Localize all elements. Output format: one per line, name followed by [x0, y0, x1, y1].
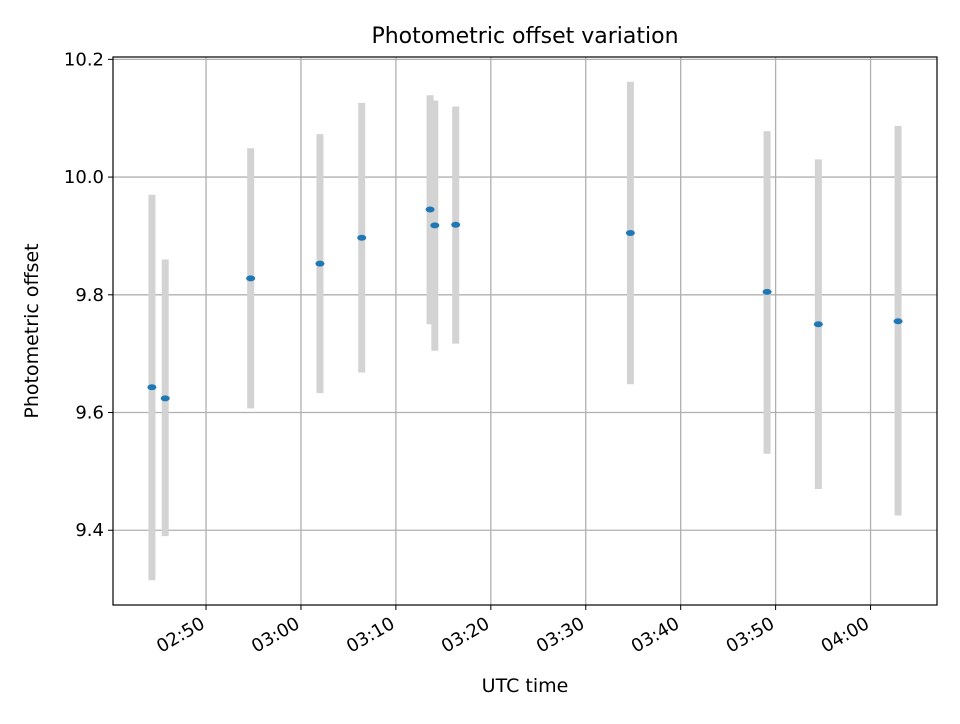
data-points: [147, 206, 903, 402]
grid: [113, 57, 937, 605]
data-point: [762, 288, 772, 295]
data-point: [160, 395, 170, 402]
data-point: [315, 260, 325, 267]
plot-area: [113, 57, 937, 605]
data-point: [893, 318, 903, 325]
y-axis-ticks: 9.4 9.6 9.8 10.0 10.2: [64, 49, 113, 541]
data-point: [430, 222, 440, 229]
data-point: [147, 384, 157, 391]
chart-title: Photometric offset variation: [371, 24, 678, 49]
y-tick-label: 9.4: [75, 520, 104, 541]
data-point: [425, 206, 435, 213]
y-tick-label: 9.6: [75, 403, 104, 424]
y-axis-label: Photometric offset: [21, 243, 43, 418]
x-axis-label: UTC time: [482, 675, 569, 697]
data-point: [451, 221, 461, 228]
axes-frame: [112, 56, 938, 606]
y-tick-label: 9.8: [75, 285, 104, 306]
data-point: [246, 275, 256, 282]
y-tick-label: 10.2: [64, 49, 104, 70]
y-tick-label: 10.0: [64, 167, 104, 188]
data-point: [357, 234, 367, 241]
data-point: [625, 229, 635, 236]
data-point: [813, 321, 823, 328]
